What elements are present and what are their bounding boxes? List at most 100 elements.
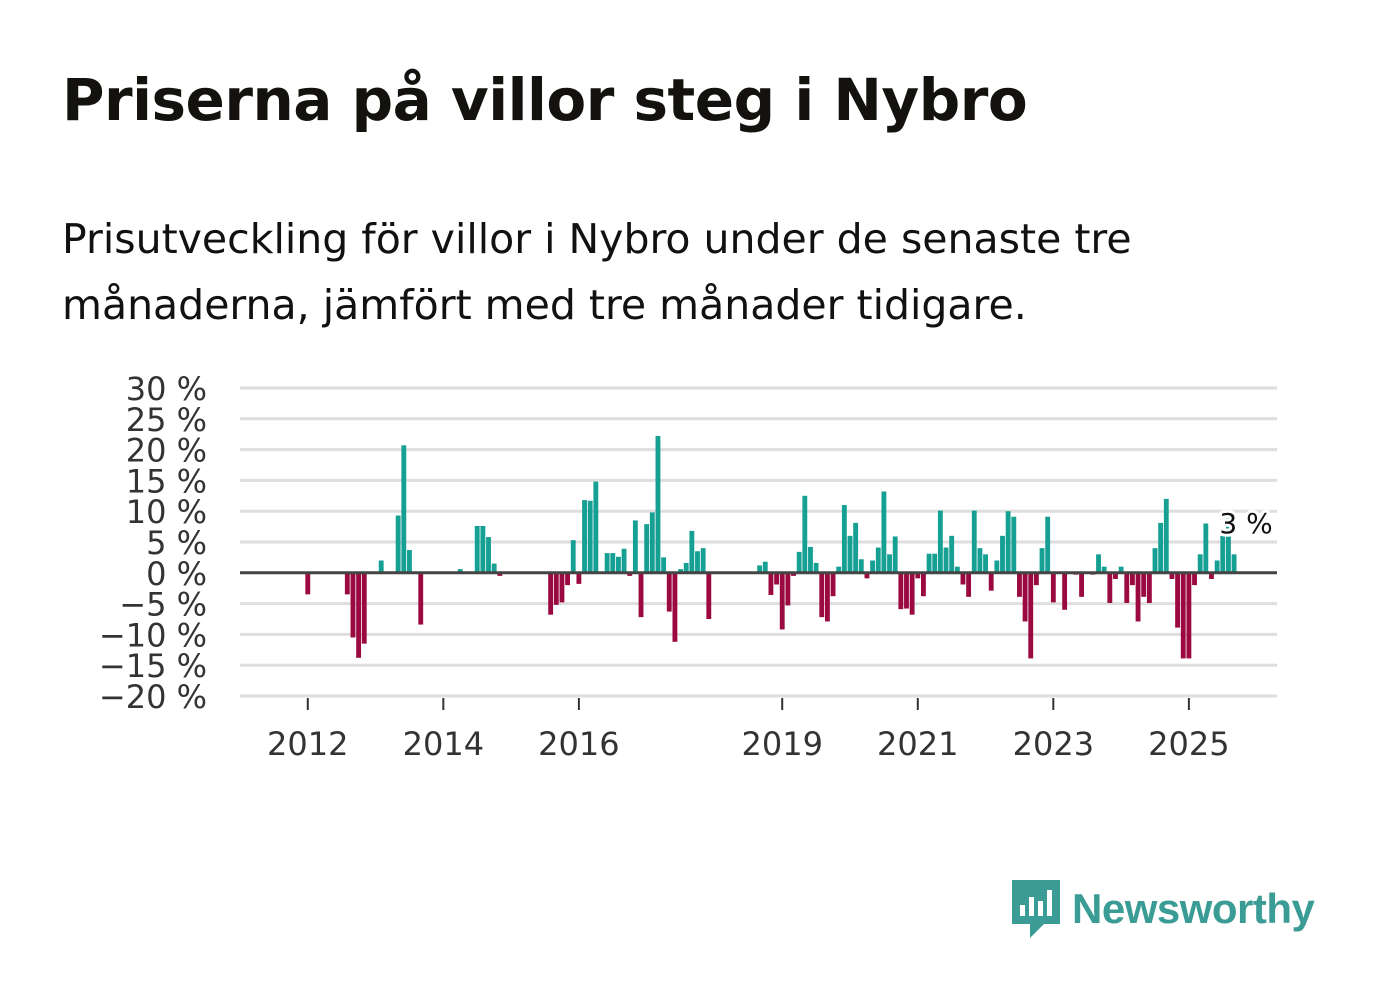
chart-title: Priserna på villor steg i Nybro (62, 66, 1028, 134)
bar (875, 547, 881, 573)
bar (858, 559, 864, 573)
bar (1225, 512, 1231, 573)
bar (559, 572, 565, 603)
bar (1039, 548, 1045, 573)
bar (638, 572, 644, 618)
y-axis-tick-labels: 30 %25 %20 %15 %10 %5 %0 %−5 %−10 %−15 %… (99, 370, 207, 716)
bar (1045, 516, 1051, 573)
bar (678, 569, 683, 573)
bar (1180, 572, 1186, 659)
bar (1101, 566, 1107, 573)
bar (1169, 572, 1175, 579)
bar (853, 522, 859, 573)
bar (689, 530, 695, 573)
bar (401, 445, 407, 573)
bar (378, 560, 384, 573)
bar (898, 572, 904, 610)
bar (1028, 572, 1034, 659)
grid-lines (240, 386, 1277, 698)
bar (604, 553, 610, 573)
bar (548, 572, 554, 615)
bar (920, 572, 926, 597)
bar (350, 572, 356, 638)
bar (1000, 535, 1005, 573)
bar (1231, 554, 1237, 573)
bar (1062, 572, 1068, 610)
bar (582, 500, 587, 573)
bar (1214, 560, 1220, 573)
brand-logo: Newsworthy (1010, 878, 1315, 940)
bar (779, 572, 785, 630)
bar (395, 515, 401, 573)
bar (847, 535, 853, 573)
bar (785, 572, 791, 606)
bar (813, 562, 819, 573)
bar (1192, 572, 1197, 586)
y-tick-label: 0 % (146, 555, 207, 593)
bar (904, 572, 909, 609)
bar (474, 525, 480, 573)
y-tick-label: −10 % (99, 616, 207, 654)
bar (1118, 566, 1124, 573)
bar (570, 540, 576, 573)
bar (960, 572, 966, 585)
bar (926, 553, 932, 573)
bar (565, 572, 571, 586)
bar (836, 566, 842, 573)
bar (480, 525, 486, 573)
y-tick-label: 10 % (126, 493, 207, 531)
bar (683, 562, 689, 573)
bar (1022, 572, 1028, 622)
bar (864, 572, 870, 579)
bar (587, 500, 593, 573)
y-tick-label: 25 % (126, 401, 207, 439)
x-tick-label: 2019 (742, 725, 823, 763)
bar (610, 553, 616, 573)
bar (661, 557, 667, 573)
bar (361, 572, 367, 644)
bar (700, 548, 706, 573)
bar (486, 537, 491, 573)
x-axis-ticks: 2012 2014 2016 2019 2021 2023 2025 (267, 698, 1230, 763)
bar (1209, 572, 1214, 579)
bar (356, 572, 362, 658)
bar (457, 569, 463, 573)
bar (1220, 535, 1226, 573)
bar (977, 548, 983, 573)
bar (1107, 572, 1113, 603)
bar (593, 481, 599, 573)
bar (649, 512, 655, 573)
bar (1011, 516, 1017, 573)
bar (666, 572, 672, 612)
bar (971, 510, 977, 573)
bar (1203, 523, 1209, 573)
bar (1163, 498, 1169, 573)
bar (909, 572, 915, 615)
bar (757, 565, 763, 573)
chart-subtitle: Prisutveckling för villor i Nybro under … (62, 215, 1132, 329)
bars (305, 436, 1237, 659)
x-tick-label: 2025 (1148, 725, 1229, 763)
bar (1017, 572, 1022, 597)
bar (1197, 554, 1203, 573)
x-tick-label: 2016 (538, 725, 619, 763)
bar (695, 551, 700, 573)
bar (1152, 548, 1158, 573)
bar (943, 547, 949, 573)
bar (1146, 572, 1152, 603)
bar (932, 553, 938, 573)
bar (615, 556, 621, 573)
bar (305, 572, 311, 595)
bar (672, 572, 678, 642)
y-tick-label: 15 % (126, 462, 207, 500)
bar (1113, 572, 1118, 579)
y-tick-label: −5 % (119, 586, 207, 624)
latest-value-annotation: 3 % (1216, 504, 1275, 543)
bar (892, 536, 898, 573)
bar (644, 524, 650, 573)
bar (768, 572, 774, 595)
bar (655, 436, 661, 573)
bar (841, 505, 847, 573)
bar (1141, 572, 1147, 597)
bar (344, 572, 350, 595)
